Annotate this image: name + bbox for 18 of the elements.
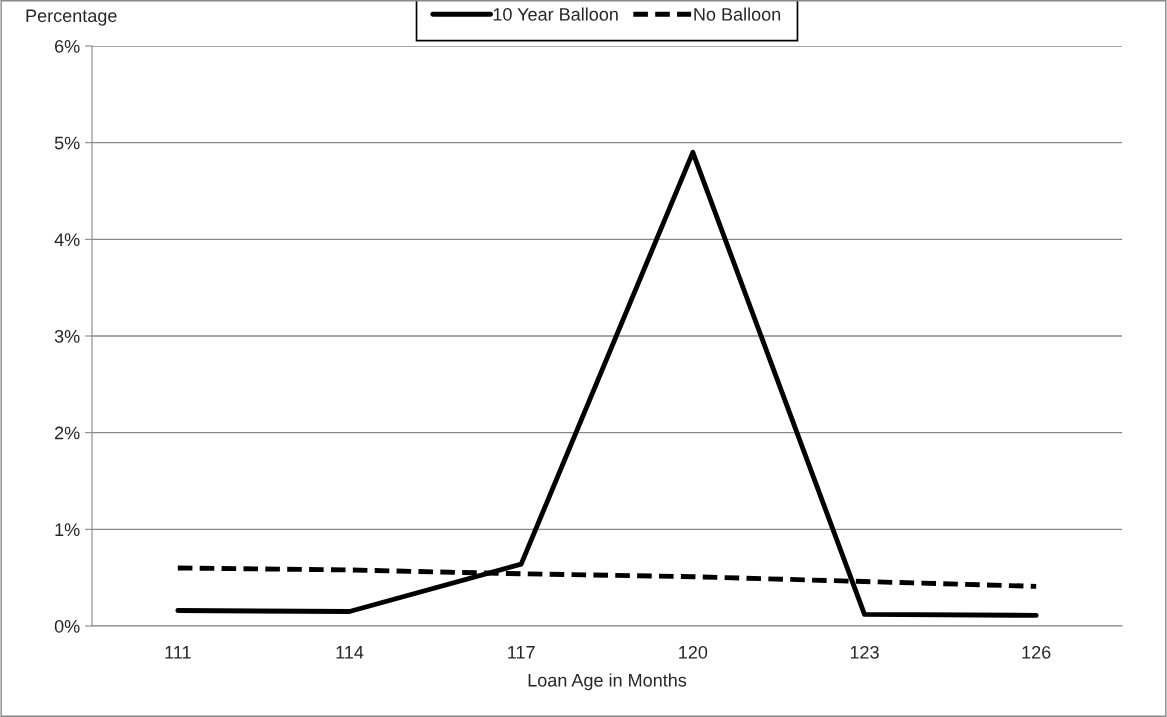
y-tick-label: 4% bbox=[54, 233, 80, 246]
x-tick-label: 114 bbox=[336, 646, 364, 659]
x-tick-label: 123 bbox=[850, 645, 879, 659]
y-tick-label: 6% bbox=[55, 39, 80, 53]
y-tick-label: 5% bbox=[54, 136, 80, 150]
x-axis-title: Loan Age in Months bbox=[528, 673, 687, 691]
y-tick-label: 2% bbox=[55, 426, 80, 440]
y-tick-label: 0% bbox=[54, 619, 80, 633]
y-axis-title: Percentage bbox=[26, 9, 117, 26]
line-series bbox=[175, 149, 1039, 618]
y-tick-label: 3% bbox=[54, 329, 80, 343]
legend-label: 10 Year Balloon bbox=[493, 7, 618, 21]
x-tick-label: 117 bbox=[508, 646, 535, 659]
x-tick-label: 120 bbox=[679, 645, 708, 659]
y-tick-label: 1% bbox=[55, 523, 80, 536]
x-tick-label: 126 bbox=[1022, 645, 1051, 659]
x-tick-label: 111 bbox=[165, 646, 191, 659]
legend-label: No Balloon bbox=[694, 7, 781, 21]
